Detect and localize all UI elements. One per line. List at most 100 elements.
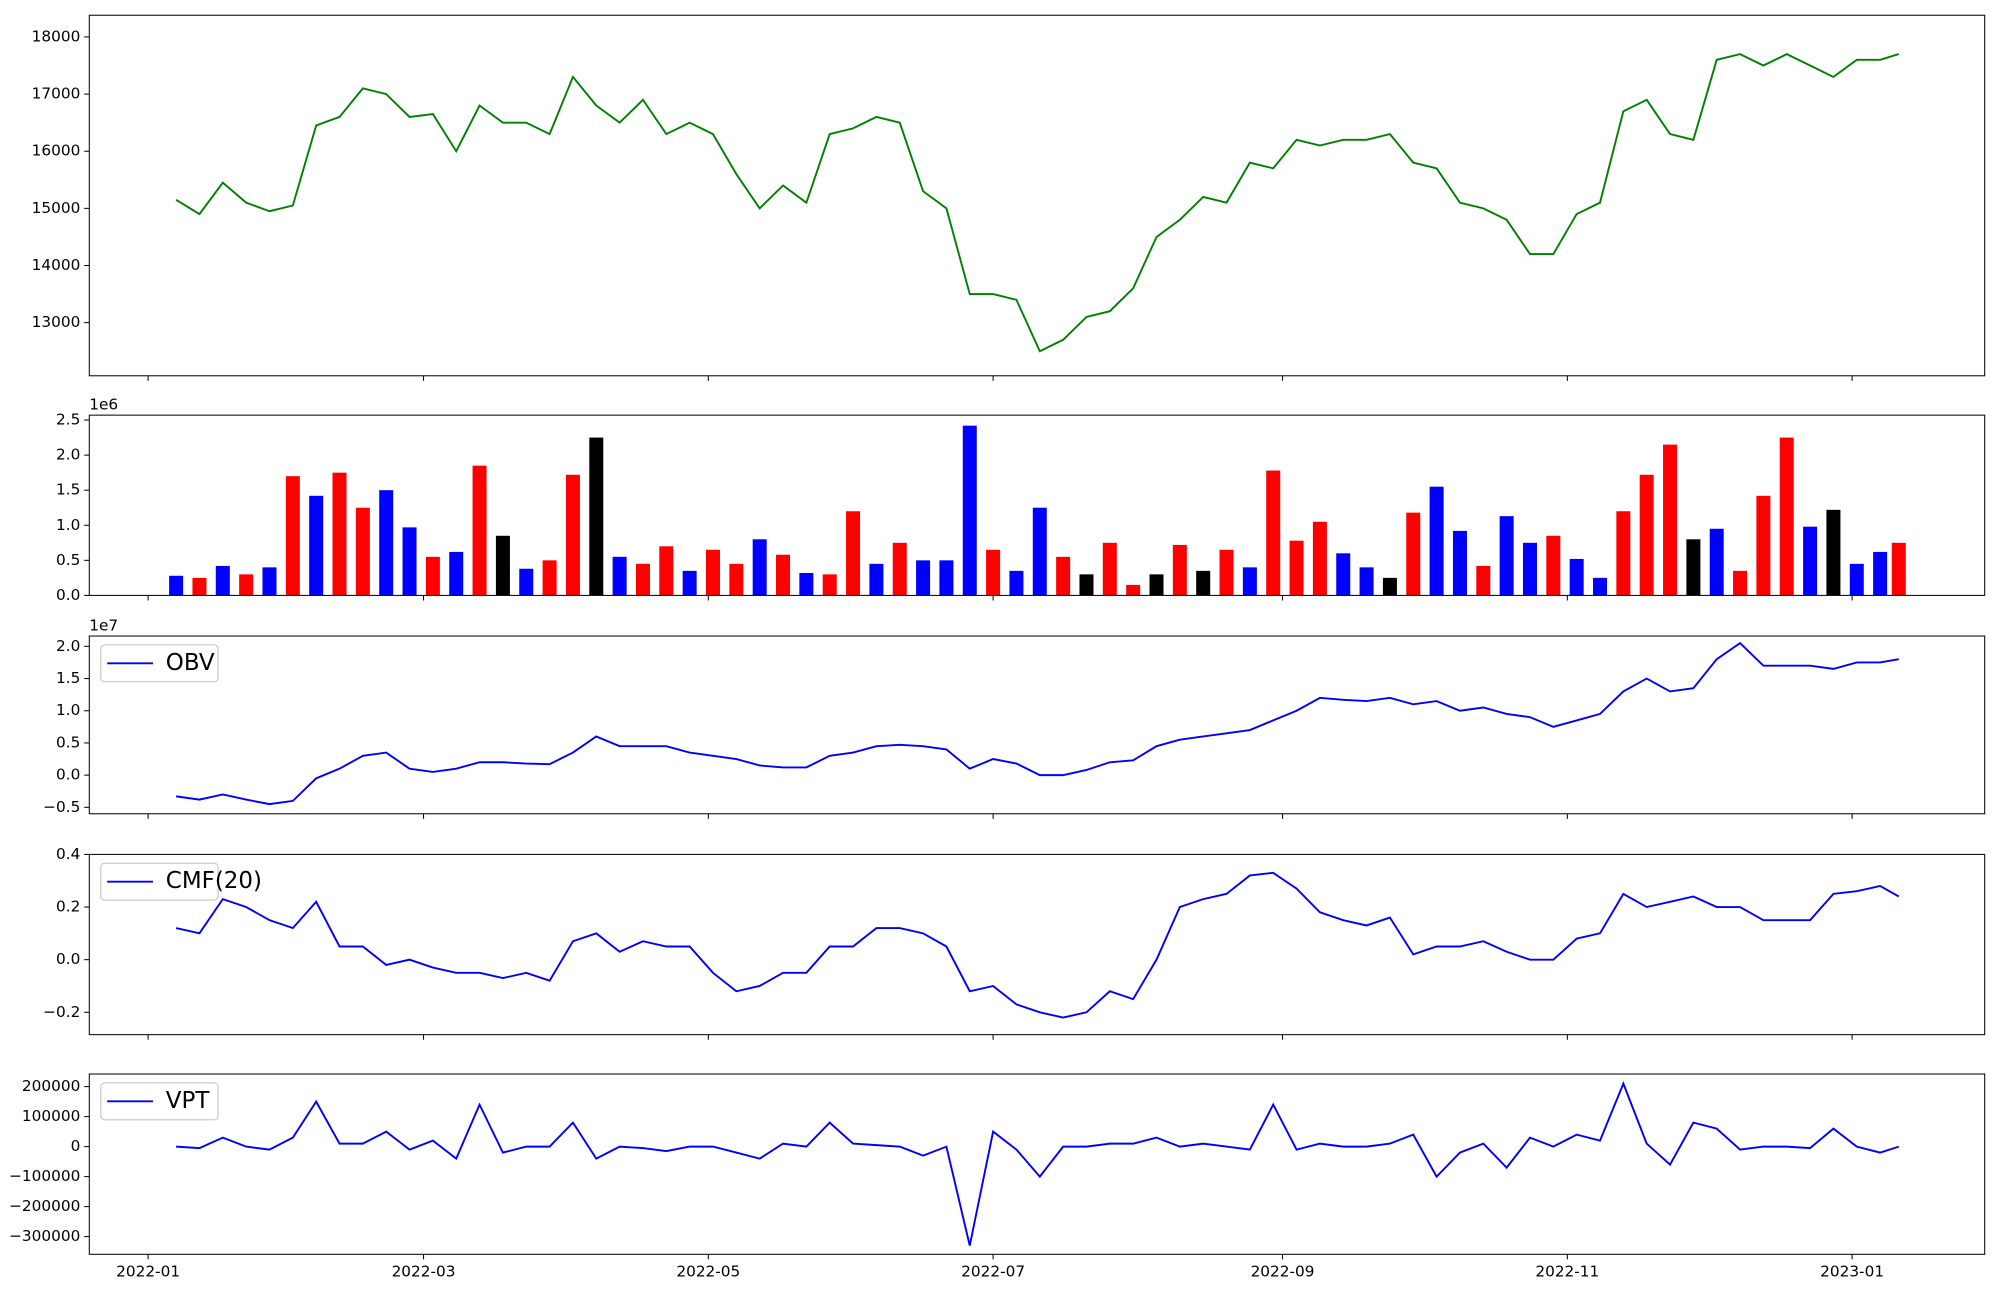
y-tick-label: −100000 bbox=[9, 1167, 80, 1185]
y-tick-label: 100000 bbox=[22, 1107, 80, 1125]
bar bbox=[379, 490, 394, 596]
bar bbox=[239, 574, 254, 596]
bar bbox=[1826, 509, 1841, 596]
bar bbox=[986, 549, 1001, 596]
y-tick-label: 2.0 bbox=[56, 446, 80, 464]
line bbox=[175, 53, 1900, 353]
bar bbox=[916, 560, 931, 596]
y-tick-label: 18000 bbox=[32, 27, 81, 45]
bar bbox=[846, 511, 861, 596]
bar bbox=[1196, 570, 1211, 596]
bar bbox=[705, 549, 720, 596]
line bbox=[175, 641, 1899, 806]
plot-frame bbox=[88, 635, 1986, 815]
bar bbox=[1803, 526, 1818, 596]
bar bbox=[215, 565, 230, 596]
y-tick-label: 17000 bbox=[32, 85, 81, 103]
y-tick-label: 1.0 bbox=[56, 701, 80, 719]
x-tick-label: 2022-01 bbox=[116, 1263, 180, 1281]
bar bbox=[1639, 474, 1654, 596]
bar bbox=[1891, 542, 1906, 596]
bar bbox=[612, 556, 627, 596]
bar bbox=[449, 551, 464, 596]
bar bbox=[1686, 539, 1701, 596]
bar bbox=[1312, 521, 1327, 596]
y-tick-label: −0.2 bbox=[43, 1003, 80, 1021]
bar bbox=[1172, 544, 1187, 596]
axis-offset: 1e6 bbox=[89, 396, 118, 414]
bar bbox=[635, 563, 650, 596]
bar bbox=[1873, 551, 1888, 596]
legend-box bbox=[100, 644, 219, 683]
y-tick-label: 15000 bbox=[32, 199, 81, 217]
bar bbox=[1079, 574, 1094, 596]
bar bbox=[285, 476, 300, 596]
y-tick-label: 0.5 bbox=[56, 551, 80, 569]
bar bbox=[1499, 516, 1514, 596]
bar bbox=[309, 495, 324, 596]
bar bbox=[682, 570, 697, 596]
bar bbox=[1593, 577, 1608, 596]
y-tick-label: 0.0 bbox=[56, 586, 80, 604]
y-tick-label: −200000 bbox=[9, 1197, 80, 1215]
bar bbox=[1009, 570, 1024, 596]
x-tick-label: 2022-09 bbox=[1251, 1263, 1315, 1281]
bar bbox=[1032, 507, 1047, 596]
bar bbox=[822, 574, 837, 596]
bar bbox=[192, 577, 207, 596]
bar bbox=[355, 507, 370, 596]
bar bbox=[1289, 540, 1304, 596]
y-tick-label: 0 bbox=[71, 1137, 81, 1155]
bar bbox=[519, 568, 534, 596]
bar bbox=[1779, 437, 1794, 596]
bar bbox=[1126, 584, 1141, 596]
bar bbox=[1476, 565, 1491, 596]
bar bbox=[1359, 567, 1374, 596]
bar bbox=[402, 527, 417, 596]
bar bbox=[939, 560, 954, 596]
bar bbox=[1569, 558, 1584, 596]
y-tick-label: 13000 bbox=[32, 313, 81, 331]
bar bbox=[542, 560, 557, 596]
y-tick-label: 16000 bbox=[32, 142, 81, 160]
bar bbox=[1546, 535, 1561, 596]
y-tick-label: 0.2 bbox=[56, 898, 80, 916]
legend-label: OBV bbox=[166, 650, 215, 676]
bar bbox=[729, 563, 744, 596]
bar bbox=[1849, 563, 1864, 596]
y-tick-label: 1.5 bbox=[56, 481, 80, 499]
plot-frame bbox=[88, 14, 1986, 377]
bar bbox=[1756, 495, 1771, 596]
bar bbox=[565, 474, 580, 596]
bar bbox=[1149, 574, 1164, 596]
plot-frame bbox=[88, 1073, 1986, 1255]
line bbox=[175, 871, 1900, 1019]
y-tick-label: 2.0 bbox=[56, 637, 80, 655]
plot-frame bbox=[88, 414, 1986, 596]
bar bbox=[962, 425, 977, 596]
bar bbox=[1616, 511, 1631, 596]
bar bbox=[1709, 528, 1724, 596]
y-tick-label: −300000 bbox=[9, 1227, 80, 1245]
bar bbox=[1452, 530, 1467, 596]
y-tick-label: 1.5 bbox=[56, 669, 80, 687]
x-tick-label: 2022-07 bbox=[961, 1263, 1025, 1281]
bar bbox=[1056, 556, 1071, 596]
bar bbox=[799, 572, 814, 596]
bar bbox=[1336, 553, 1351, 596]
bar bbox=[1242, 567, 1257, 596]
y-tick-label: 0.0 bbox=[56, 766, 80, 784]
bar bbox=[495, 535, 510, 596]
y-tick-label: 14000 bbox=[32, 256, 81, 274]
bar bbox=[1429, 486, 1444, 596]
bar bbox=[169, 575, 184, 596]
y-tick-label: 0.4 bbox=[56, 845, 80, 863]
y-tick-label: 0.5 bbox=[56, 733, 80, 751]
bar bbox=[659, 546, 674, 596]
plot-frame bbox=[88, 853, 1986, 1036]
bar bbox=[892, 542, 907, 596]
legend-box bbox=[100, 1082, 219, 1121]
bar bbox=[1522, 542, 1537, 596]
y-tick-label: 0.0 bbox=[56, 950, 80, 968]
